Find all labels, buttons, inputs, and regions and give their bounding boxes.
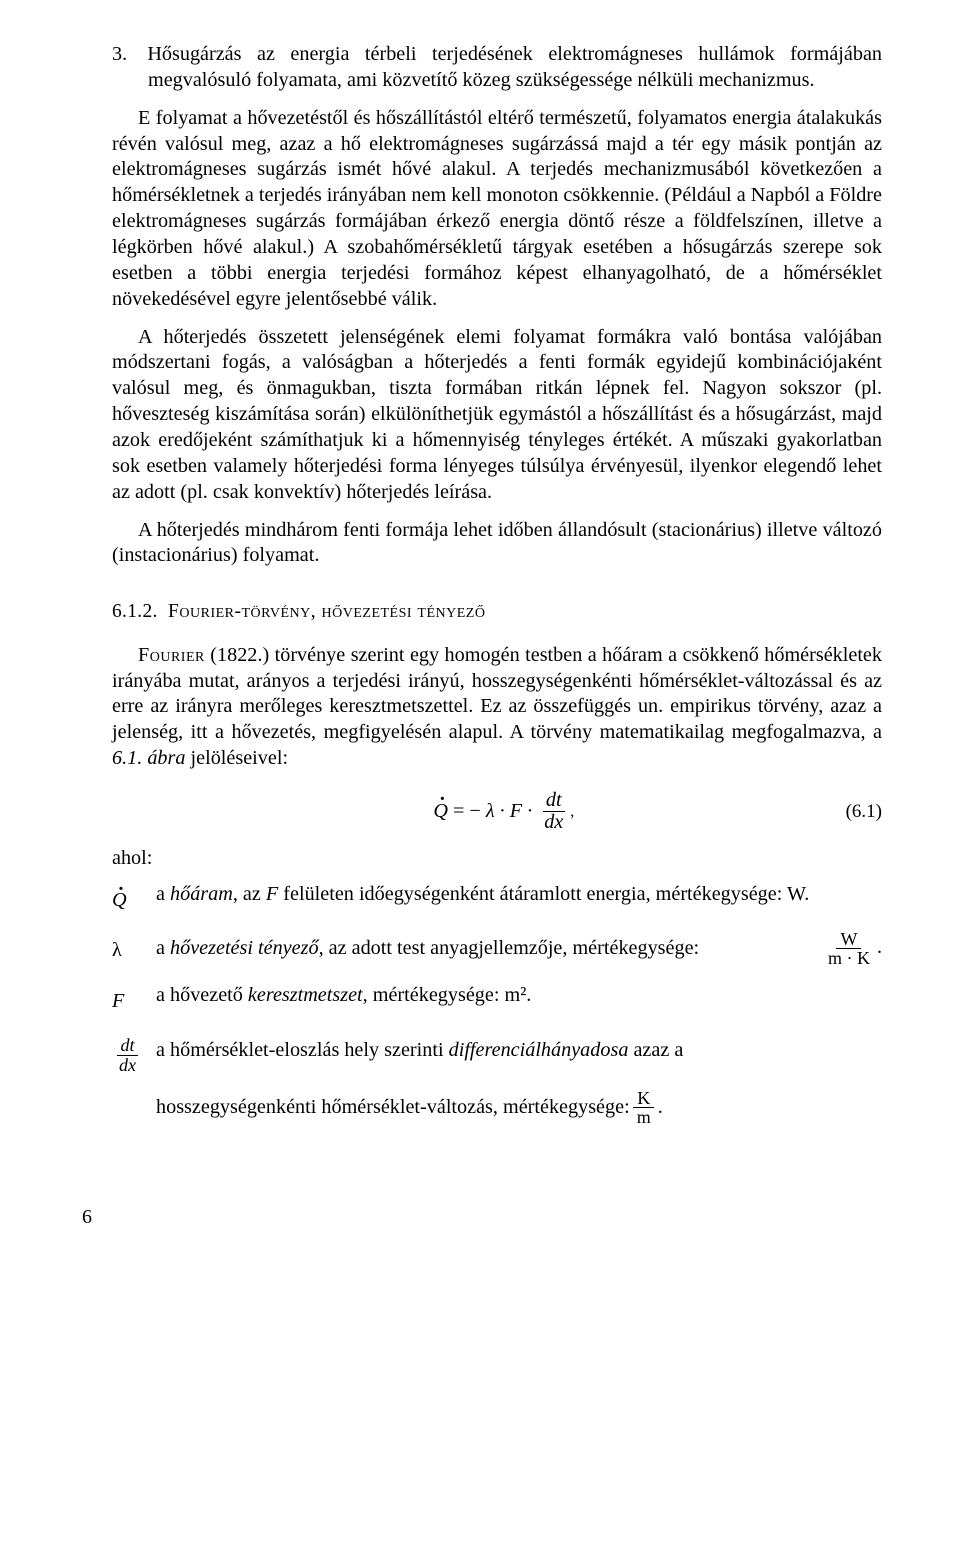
def-lambda-text: a hővezetési tényező, az adott test anya… <box>156 930 882 967</box>
definition-list: Q a hőáram, az F felületen időegységenké… <box>112 880 882 1126</box>
def-lambda-symbol: λ <box>112 930 156 965</box>
section-title: Fourier-törvény, hővezetési tényező <box>168 601 485 622</box>
paragraph-3: A hőterjedés mindhárom fenti formája leh… <box>112 518 882 570</box>
equation-number: (6.1) <box>836 801 882 823</box>
paragraph-4: Fourier (1822.) törvénye szerint egy hom… <box>112 643 882 772</box>
paragraph-2: A hőterjedés összetett jelenségének elem… <box>112 325 882 506</box>
list-item-3: 3. Hősugárzás az energia térbeli terjedé… <box>112 42 882 94</box>
def-hossz: hosszegységenkénti hőmérséklet-változás,… <box>112 1089 882 1126</box>
def-F: F a hővezető keresztmetszet, mértékegysé… <box>112 981 882 1016</box>
equation-6-1: Q = − λ · F · dtdx , (6.1) <box>112 790 882 833</box>
ahol-label: ahol: <box>112 847 882 870</box>
paragraph-1: E folyamat a hővezetéstől és hőszállítás… <box>112 106 882 313</box>
section-heading-6-1-2: 6.1.2. Fourier-törvény, hővezetési ténye… <box>112 599 882 624</box>
def-Q: Q a hőáram, az F felületen időegységenké… <box>112 880 882 915</box>
def-lambda: λ a hővezetési tényező, az adott test an… <box>112 930 882 967</box>
def-hossz-text: hosszegységenkénti hőmérséklet-változás,… <box>156 1089 882 1126</box>
def-F-text: a hővezető keresztmetszet, mértékegysége… <box>156 981 882 1010</box>
equation-body: Q = − λ · F · dtdx , <box>172 790 836 833</box>
def-dtdx-symbol: dtdx <box>112 1030 156 1075</box>
figure-ref: 6.1. ábra <box>112 747 185 769</box>
def-F-symbol: F <box>112 981 156 1016</box>
section-number: 6.1.2. <box>112 601 158 622</box>
def-dtdx-text: a hőmérséklet-eloszlás hely szerinti dif… <box>156 1030 882 1065</box>
def-Q-text: a hőáram, az F felületen időegységenként… <box>156 880 882 909</box>
page-number: 6 <box>82 1206 882 1229</box>
def-Q-symbol: Q <box>112 880 156 915</box>
list-item-3-text: 3. Hősugárzás az energia térbeli terjedé… <box>112 43 882 91</box>
def-dtdx: dtdx a hőmérséklet-eloszlás hely szerint… <box>112 1030 882 1075</box>
